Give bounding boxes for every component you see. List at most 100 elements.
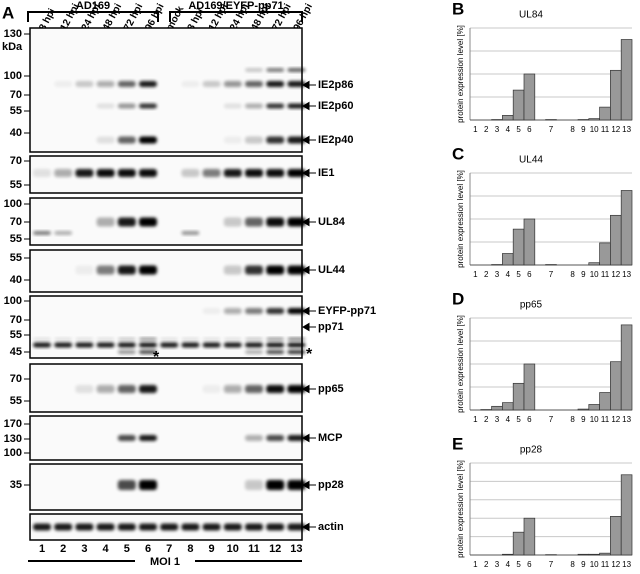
x-tick-label: 10	[590, 560, 599, 569]
x-tick-label: 3	[495, 560, 500, 569]
x-tick-label: 11	[601, 125, 610, 134]
x-tick-label: 2	[484, 125, 489, 134]
x-tick-label: 2	[484, 415, 489, 424]
band	[160, 338, 178, 341]
mw-marker: 100	[4, 70, 22, 82]
band	[203, 385, 221, 393]
band	[75, 524, 93, 531]
band	[118, 524, 136, 531]
chart-title: UL84	[519, 10, 543, 21]
band	[203, 338, 221, 341]
lane-number: 10	[227, 543, 239, 555]
band	[245, 524, 263, 531]
band	[181, 338, 199, 341]
x-tick-label: 7	[549, 125, 554, 134]
bar	[589, 119, 600, 120]
lane-number: 5	[124, 543, 130, 555]
x-tick-label: 7	[549, 415, 554, 424]
band	[224, 385, 242, 393]
bar	[621, 475, 632, 555]
mw-marker: 55	[10, 105, 22, 117]
mw-marker: 55	[10, 329, 22, 341]
band	[54, 343, 72, 348]
arrow	[303, 103, 316, 110]
panel-label: D	[452, 289, 464, 308]
band	[75, 343, 93, 348]
band-label: pp65	[318, 383, 344, 395]
band	[97, 137, 115, 144]
band	[266, 68, 284, 72]
band	[181, 81, 199, 87]
mw-marker: 70	[10, 314, 22, 326]
x-tick-label: 4	[506, 560, 511, 569]
band	[245, 137, 263, 144]
x-tick-label: 13	[622, 270, 631, 279]
lane-number: 9	[209, 543, 215, 555]
band	[139, 137, 157, 144]
bar	[524, 364, 535, 410]
arrow	[303, 308, 316, 315]
bar	[524, 518, 535, 555]
band-label: IE2p86	[318, 79, 353, 91]
band	[118, 218, 136, 227]
band	[139, 435, 157, 441]
band	[266, 385, 284, 393]
panel-label: A	[2, 3, 14, 22]
bar	[621, 40, 632, 121]
x-tick-label: 5	[516, 125, 521, 134]
mw-marker: 70	[10, 155, 22, 167]
band	[33, 169, 51, 177]
x-tick-label: 6	[527, 125, 532, 134]
panel-label: C	[452, 144, 464, 163]
band	[139, 266, 157, 275]
asterisk: *	[306, 346, 313, 363]
x-tick-label: 3	[495, 270, 500, 279]
x-tick-label: 5	[516, 270, 521, 279]
x-tick-label: 1	[473, 125, 478, 134]
x-tick-label: 8	[570, 125, 575, 134]
mw-marker: 130	[4, 433, 22, 445]
band	[139, 169, 157, 177]
band	[97, 524, 115, 531]
mw-marker: 100	[4, 198, 22, 210]
band	[160, 524, 178, 531]
x-tick-label: 13	[622, 415, 631, 424]
x-tick-label: 9	[581, 270, 586, 279]
x-tick-label: 11	[601, 560, 610, 569]
band	[266, 104, 284, 109]
lane-number: 3	[81, 543, 87, 555]
bar	[600, 107, 611, 120]
band	[118, 338, 136, 341]
band	[224, 266, 242, 275]
mw-marker: 70	[10, 89, 22, 101]
band	[245, 435, 263, 441]
chart-title: pp28	[520, 445, 543, 456]
band	[245, 81, 263, 87]
bar	[621, 190, 632, 265]
x-tick-label: 8	[570, 415, 575, 424]
band	[139, 524, 157, 531]
mw-marker: 70	[10, 216, 22, 228]
band	[266, 343, 284, 348]
mw-marker: 55	[10, 252, 22, 264]
band	[245, 338, 263, 341]
band	[181, 169, 199, 177]
bar	[600, 243, 611, 265]
band	[287, 350, 305, 354]
band	[266, 81, 284, 87]
band	[75, 81, 93, 87]
x-tick-label: 1	[473, 415, 478, 424]
band	[224, 104, 242, 109]
bar	[589, 554, 600, 555]
x-tick-label: 4	[506, 270, 511, 279]
band	[54, 524, 72, 531]
bar	[502, 254, 513, 266]
band	[181, 231, 199, 235]
x-tick-label: 8	[570, 270, 575, 279]
blot-frame	[30, 28, 302, 152]
x-tick-label: 13	[622, 125, 631, 134]
band	[245, 350, 263, 354]
band	[224, 218, 242, 227]
x-tick-label: 3	[495, 415, 500, 424]
panel-label: B	[452, 0, 464, 18]
